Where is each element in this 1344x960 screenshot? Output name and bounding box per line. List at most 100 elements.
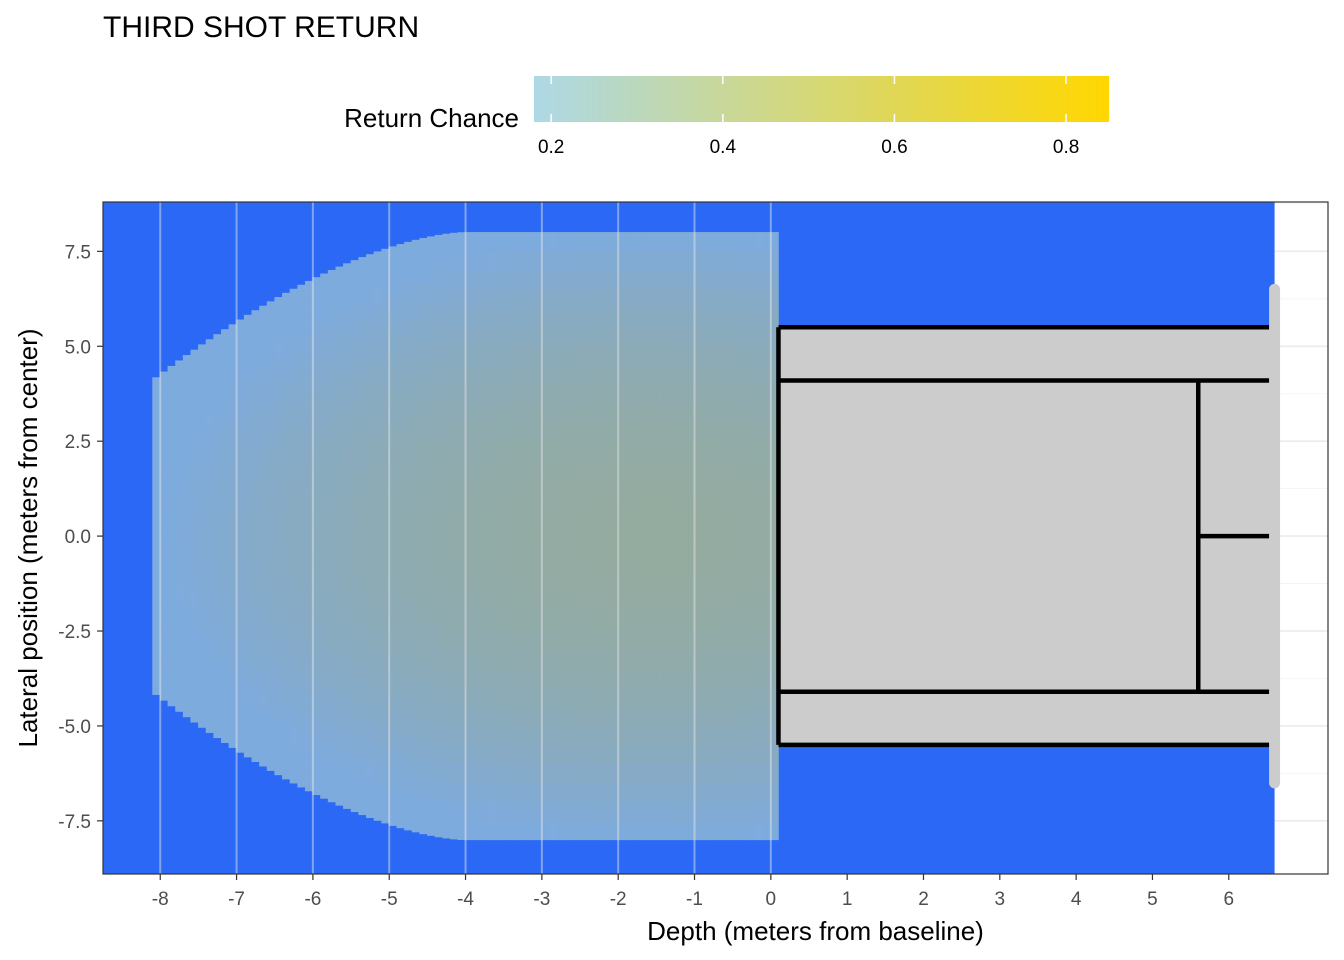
heatmap-tile bbox=[686, 364, 695, 385]
heatmap-tile bbox=[717, 516, 726, 537]
heatmap-tile bbox=[503, 270, 512, 290]
heatmap-tile bbox=[541, 459, 550, 480]
heatmap-tile bbox=[205, 694, 214, 714]
heatmap-tile bbox=[259, 670, 268, 691]
heatmap-tile bbox=[526, 308, 535, 328]
heatmap-tile bbox=[564, 649, 573, 670]
heatmap-tile bbox=[747, 763, 756, 784]
heatmap-tile bbox=[656, 763, 665, 784]
heatmap-tile bbox=[579, 801, 588, 822]
heatmap-tile bbox=[366, 342, 375, 363]
heatmap-tile bbox=[556, 706, 566, 727]
heatmap-tile bbox=[740, 326, 749, 347]
heatmap-tile bbox=[594, 308, 604, 328]
heatmap-tile bbox=[449, 307, 459, 327]
heatmap-tile bbox=[419, 510, 428, 531]
heatmap-tile bbox=[640, 440, 650, 461]
heatmap-tile bbox=[549, 649, 558, 670]
heatmap-tile bbox=[442, 249, 451, 269]
heatmap-tile bbox=[617, 497, 627, 518]
heatmap-tile bbox=[732, 763, 741, 784]
heatmap-tile bbox=[633, 402, 642, 423]
heatmap-tile bbox=[198, 442, 207, 463]
heatmap-tile bbox=[465, 706, 474, 727]
x-tick-label: -8 bbox=[152, 889, 169, 910]
heatmap-tile bbox=[442, 306, 451, 326]
heatmap-tile bbox=[671, 421, 680, 442]
heatmap-tile bbox=[205, 352, 214, 373]
heatmap-tile bbox=[381, 784, 390, 805]
heatmap-tile bbox=[526, 402, 535, 423]
heatmap-tile bbox=[724, 611, 733, 632]
heatmap-tile bbox=[350, 564, 359, 585]
heatmap-tile bbox=[610, 289, 619, 309]
heatmap-tile bbox=[770, 308, 779, 328]
heatmap-tile bbox=[526, 706, 535, 727]
heatmap-tile bbox=[411, 603, 421, 624]
heatmap-tile bbox=[259, 405, 268, 425]
heatmap-tile bbox=[449, 667, 459, 688]
heatmap-tile bbox=[396, 789, 405, 810]
heatmap-tile bbox=[274, 451, 283, 472]
heatmap-tile bbox=[709, 497, 718, 518]
heatmap-tile bbox=[633, 289, 642, 309]
heatmap-tile bbox=[633, 687, 642, 708]
heatmap-tile bbox=[358, 643, 367, 664]
heatmap-tile bbox=[564, 592, 573, 613]
heatmap-tile bbox=[747, 611, 756, 632]
heatmap-tile bbox=[289, 706, 298, 727]
heatmap-tile bbox=[442, 287, 451, 307]
heatmap-tile bbox=[762, 270, 772, 290]
heatmap-tile bbox=[717, 706, 726, 727]
heatmap-tile bbox=[640, 706, 650, 727]
heatmap-tile bbox=[312, 661, 321, 682]
heatmap-tile bbox=[617, 251, 627, 271]
heatmap-tile bbox=[434, 665, 443, 686]
heatmap-tile bbox=[449, 288, 459, 308]
heatmap-tile bbox=[701, 763, 711, 784]
heatmap-tile bbox=[572, 668, 581, 689]
heatmap-tile bbox=[327, 554, 337, 575]
heatmap-tile bbox=[243, 661, 253, 682]
heatmap-tile bbox=[152, 447, 161, 468]
heatmap-tile bbox=[335, 406, 344, 426]
heatmap-tile bbox=[449, 402, 459, 422]
heatmap-tile bbox=[358, 719, 367, 740]
heatmap-tile bbox=[656, 459, 665, 480]
heatmap-tile bbox=[640, 421, 650, 442]
heatmap-tile bbox=[236, 600, 245, 620]
heatmap-tile bbox=[259, 348, 268, 368]
heatmap-tile bbox=[541, 649, 550, 670]
heatmap-tile bbox=[701, 573, 711, 594]
heatmap-tile bbox=[465, 383, 474, 404]
heatmap-tile bbox=[648, 440, 657, 461]
heatmap-tile bbox=[717, 383, 726, 404]
heatmap-tile bbox=[770, 630, 779, 651]
heatmap-tile bbox=[625, 706, 634, 727]
heatmap-tile bbox=[274, 603, 283, 624]
heatmap-tile bbox=[427, 379, 436, 400]
heatmap-tile bbox=[198, 518, 207, 538]
heatmap-tile bbox=[671, 345, 680, 366]
heatmap-tile bbox=[564, 270, 573, 290]
heatmap-tile bbox=[175, 616, 184, 636]
heatmap-tile bbox=[251, 590, 260, 611]
heatmap-tile bbox=[297, 653, 306, 674]
heatmap-tile bbox=[740, 232, 749, 252]
heatmap-tile bbox=[648, 554, 657, 575]
heatmap-tile bbox=[495, 573, 505, 594]
heatmap-tile bbox=[572, 440, 581, 461]
heatmap-tile bbox=[228, 652, 237, 672]
heatmap-tile bbox=[511, 535, 520, 556]
heatmap-tile bbox=[312, 376, 321, 397]
heatmap-tile bbox=[312, 281, 321, 302]
heatmap-tile bbox=[213, 471, 222, 492]
heatmap-tile bbox=[495, 706, 505, 727]
heatmap-tile bbox=[503, 554, 512, 575]
heatmap-tile bbox=[724, 535, 733, 556]
heatmap-tile bbox=[205, 339, 214, 354]
heatmap-tile bbox=[602, 687, 611, 708]
heatmap-tile bbox=[190, 380, 199, 400]
heatmap-tile bbox=[709, 440, 718, 461]
heatmap-tile bbox=[205, 580, 214, 601]
